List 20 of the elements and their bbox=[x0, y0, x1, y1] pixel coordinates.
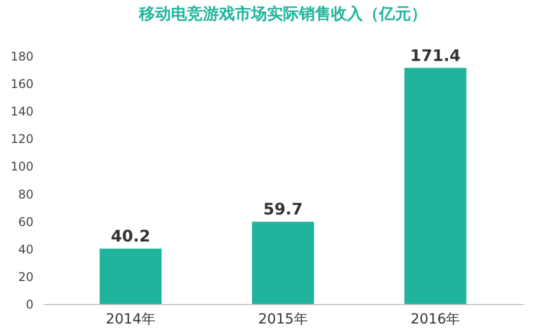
x-tick-label: 2016年 bbox=[410, 312, 460, 328]
x-tick-label: 2015年 bbox=[258, 312, 308, 328]
y-tick-label: 20 bbox=[18, 270, 34, 284]
data-label: 171.4 bbox=[410, 46, 461, 65]
y-tick-label: 60 bbox=[18, 214, 34, 229]
y-tick-label: 80 bbox=[18, 187, 34, 202]
data-label: 40.2 bbox=[110, 226, 150, 246]
x-tick-label: 2014年 bbox=[106, 312, 156, 328]
data-label: 59.7 bbox=[263, 200, 303, 219]
y-tick-label: 140 bbox=[10, 104, 34, 119]
y-tick-label: 120 bbox=[10, 132, 34, 146]
y-tick-label: 0 bbox=[26, 298, 34, 312]
y-tick-label: 160 bbox=[10, 77, 34, 92]
bar bbox=[404, 68, 466, 304]
y-tick-label: 180 bbox=[10, 50, 34, 64]
bar bbox=[100, 248, 162, 304]
y-tick-label: 40 bbox=[18, 242, 34, 256]
chart-title: 移动电竞游戏市场实际销售收入（亿元） bbox=[138, 4, 427, 23]
bar bbox=[252, 222, 314, 304]
y-tick-label: 100 bbox=[10, 160, 34, 174]
